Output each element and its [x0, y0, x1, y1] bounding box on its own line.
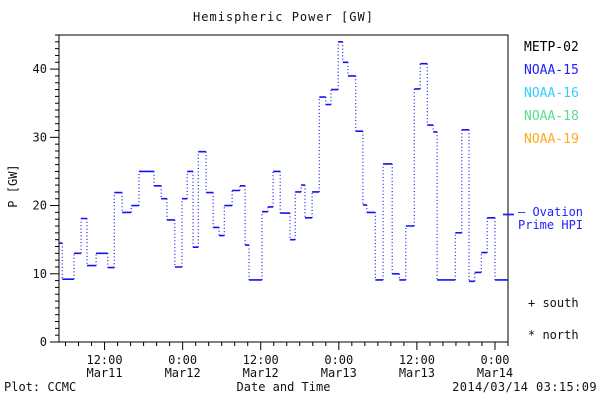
legend-label: NOAA-19	[524, 132, 579, 147]
ovation-legend-line2: Prime HPI	[518, 218, 584, 232]
x-tick-time-label: 0:00	[168, 353, 197, 367]
legend-item-metp02: METP-02	[524, 41, 579, 64]
ovation-prime-hpi-legend: — Ovation Prime HPI	[518, 206, 583, 232]
x-axis-label: Date and Time	[236, 380, 331, 394]
x-tick-time-label: 0:00	[481, 353, 510, 367]
x-tick-date-label: Mar14	[477, 366, 513, 380]
plot-timestamp: 2014/03/14 03:15:09	[452, 380, 597, 394]
x-tick-time-label: 0:00	[324, 353, 353, 367]
y-tick-label: 10	[33, 267, 47, 281]
x-tick-time-label: 12:00	[243, 353, 279, 367]
legend-label: METP-02	[524, 40, 579, 55]
x-tick-date-label: Mar12	[243, 366, 279, 380]
legend-label: NOAA-15	[524, 63, 579, 78]
satellite-legend: METP-02 NOAA-15 NOAA-16 NOAA-18 NOAA-19	[524, 41, 579, 156]
y-axis-label: P [GW]	[6, 164, 20, 208]
chart-title: Hemispheric Power [GW]	[193, 10, 374, 24]
y-tick-label: 40	[33, 62, 47, 76]
south-marker-legend: + south	[528, 296, 579, 310]
legend-item-noaa15: NOAA-15	[524, 64, 579, 87]
ovation-legend-line1: — Ovation	[518, 205, 584, 219]
hpi-step-connectors	[61, 41, 496, 282]
x-tick-time-label: 12:00	[399, 353, 435, 367]
x-tick-date-label: Mar13	[399, 366, 435, 380]
x-tick-date-label: Mar12	[165, 366, 201, 380]
north-marker-legend: * north	[528, 328, 579, 342]
plot-credit: Plot: CCMC	[4, 380, 77, 394]
x-tick-time-label: 12:00	[86, 353, 122, 367]
legend-label: NOAA-16	[524, 86, 579, 101]
x-tick-date-label: Mar11	[86, 366, 122, 380]
hpi-step-line	[59, 41, 508, 283]
y-tick-label: 0	[40, 335, 47, 349]
plot-frame	[58, 34, 509, 343]
legend-label: NOAA-18	[524, 109, 579, 124]
legend-item-noaa18: NOAA-18	[524, 110, 579, 133]
y-tick-label: 20	[33, 199, 47, 213]
x-tick-date-label: Mar13	[321, 366, 357, 380]
legend-item-noaa19: NOAA-19	[524, 133, 579, 156]
y-tick-label: 30	[33, 130, 47, 144]
legend-item-noaa16: NOAA-16	[524, 87, 579, 110]
